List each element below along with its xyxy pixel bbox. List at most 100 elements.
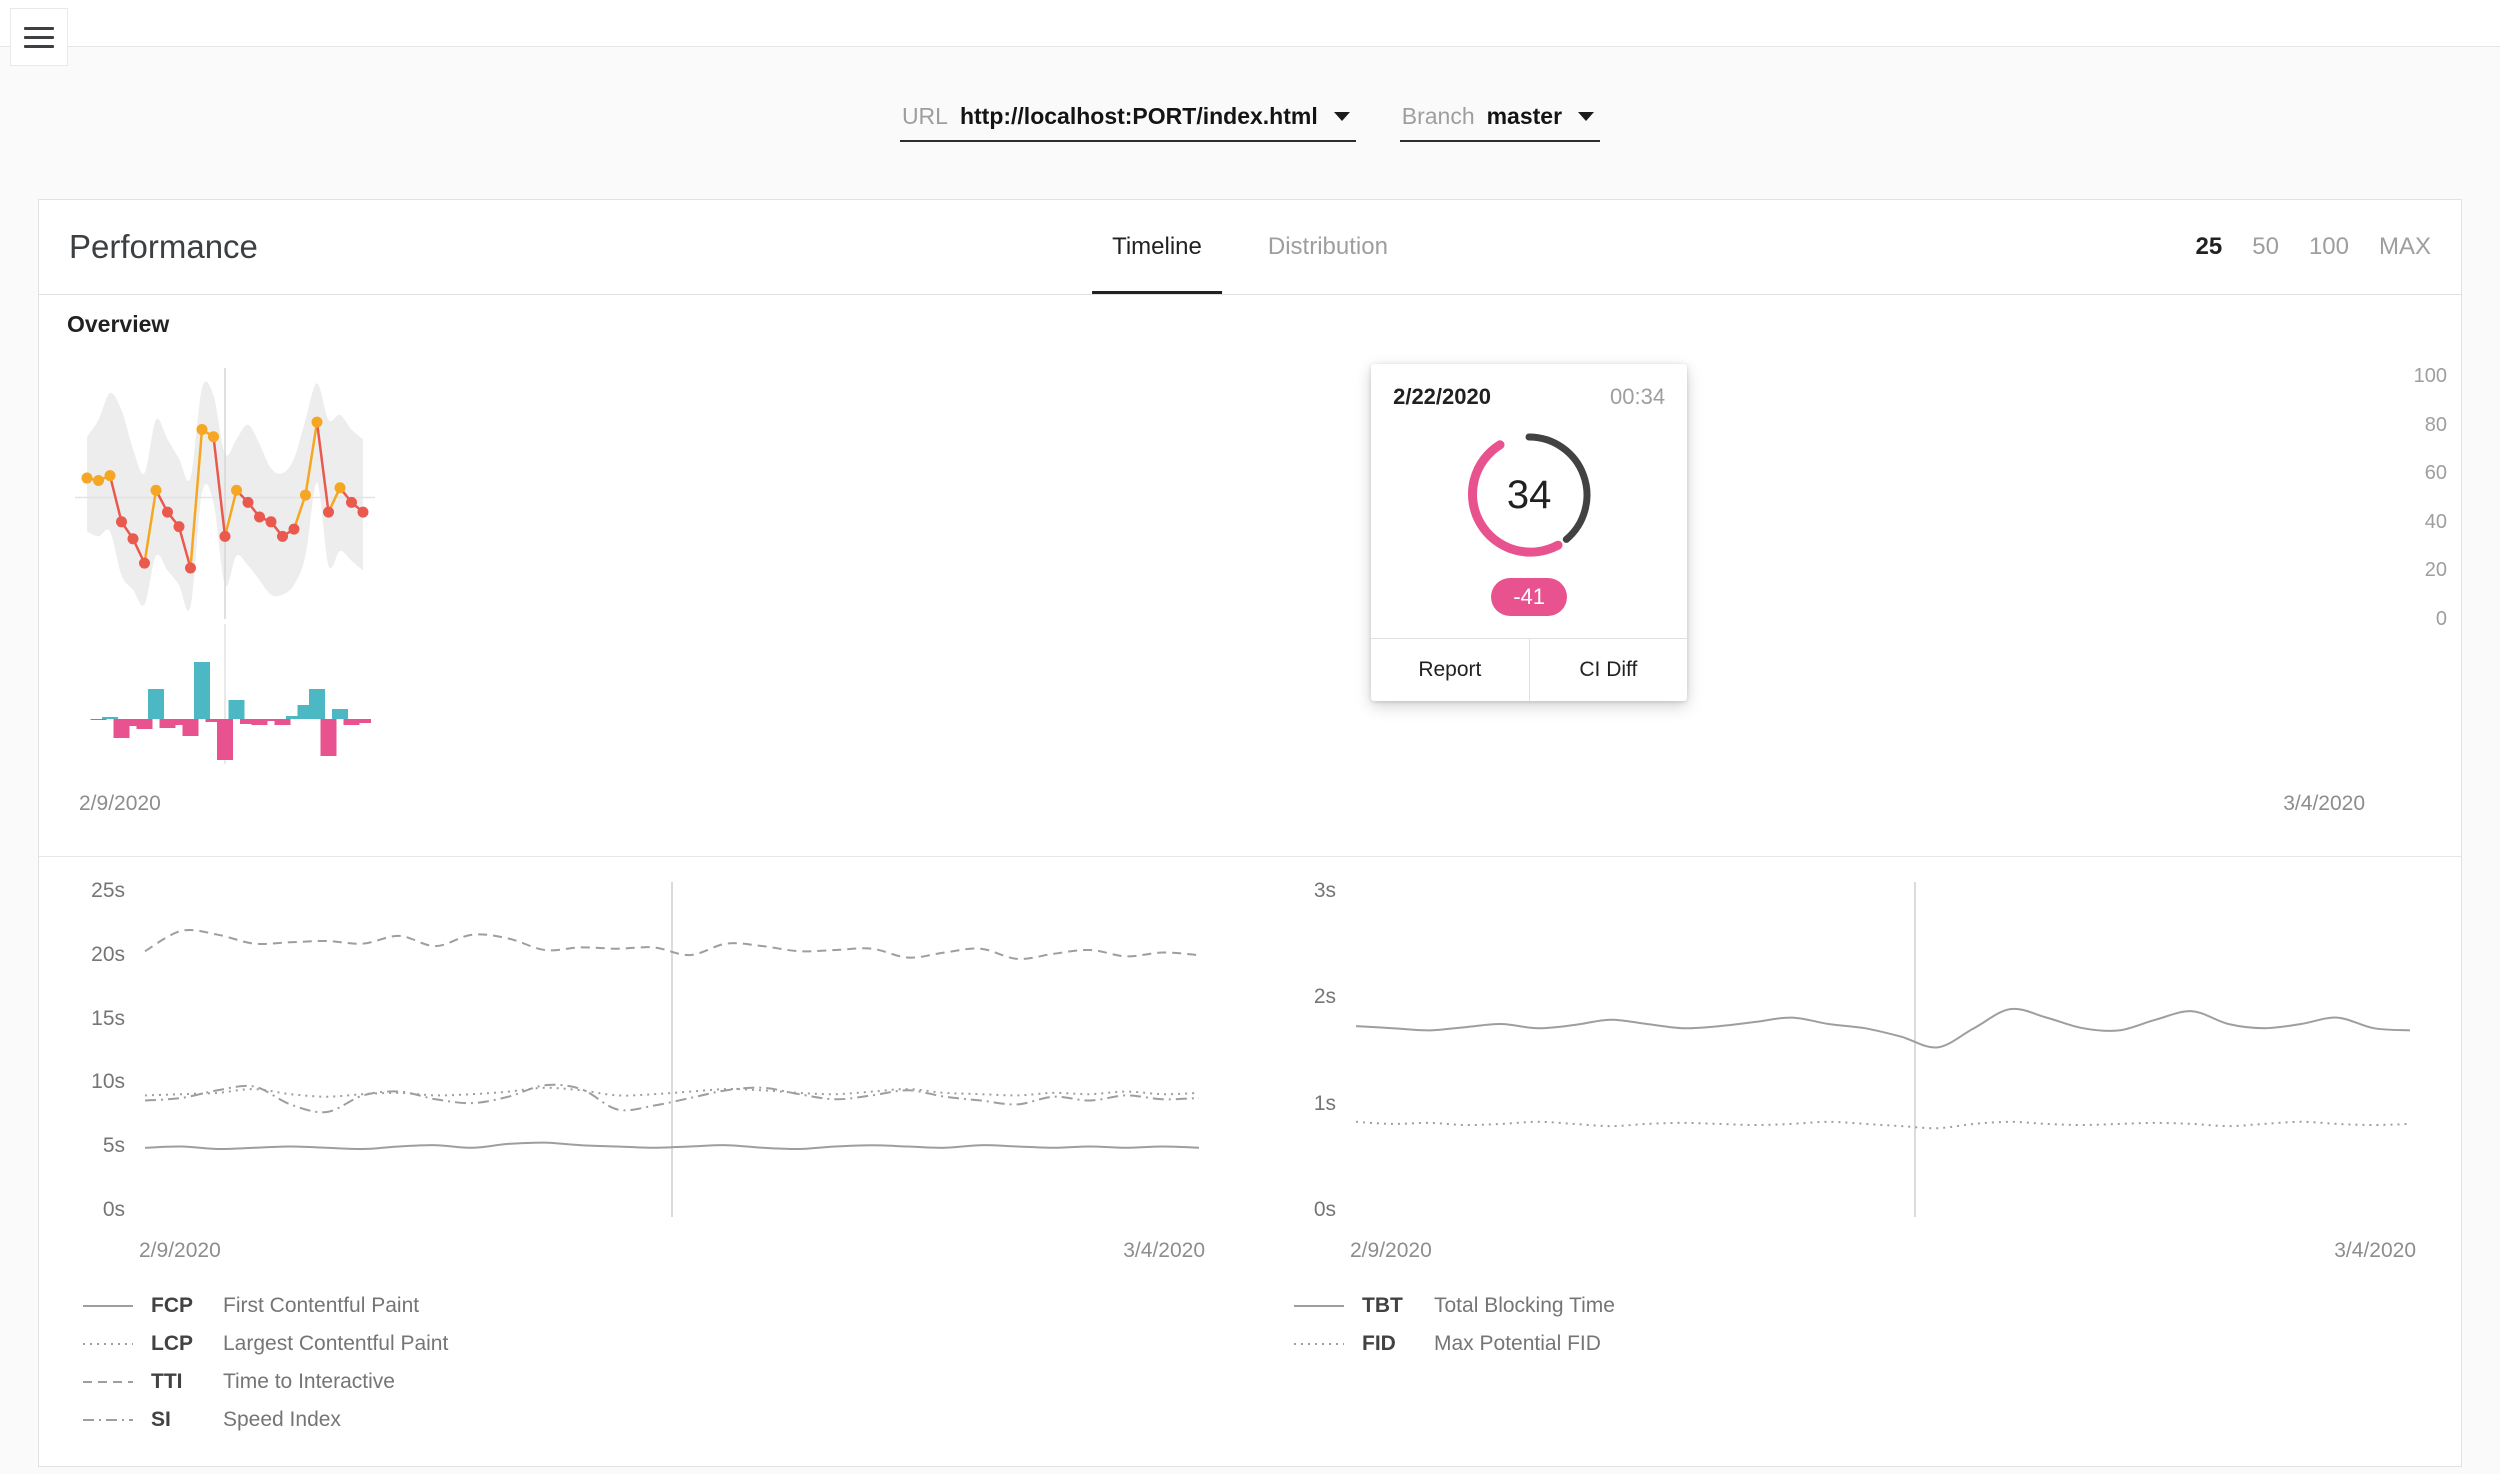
y-tick-25s: 25s	[91, 879, 125, 902]
y-tick-20: 20	[2424, 559, 2447, 582]
load-metrics-x-axis: 2/9/2020 3/4/2020	[139, 1239, 1205, 1263]
legend-label: Speed Index	[223, 1408, 341, 1431]
overview-chart: 100 80 60 40 20 0 2/9/2020 3/4/2020 2/22/2020…	[39, 344, 2461, 856]
blocking-metrics-legend: TBT Total Blocking Time FID Max Potential F…	[1294, 1287, 2416, 1363]
legend-code: FCP	[151, 1294, 193, 1317]
y-tick-60: 60	[2424, 462, 2447, 485]
branch-selector[interactable]: Branch master	[1399, 103, 1601, 142]
y-tick-20s: 20s	[91, 942, 125, 966]
range-option-50[interactable]: 50	[2252, 233, 2279, 260]
legend-item-lcp: LCP Largest Contentful Paint	[83, 1325, 1205, 1363]
score-trend-chart[interactable]	[75, 364, 375, 619]
topbar	[0, 0, 2500, 66]
score-y-axis: 100 80 60 40 20 0	[2389, 364, 2455, 630]
overview-x-axis: 2/9/2020 3/4/2020	[79, 792, 2365, 816]
performance-card: Performance Timeline Distribution 25 50 100…	[38, 199, 2462, 1467]
legend-item-si: SI Speed Index	[83, 1401, 1205, 1439]
branch-value: master	[1486, 103, 1563, 129]
blocking-metrics-block: 3s 2s 1s 0s 2/9/2020 3/4/2020 TBT Total Bloc…	[1250, 879, 2461, 1439]
tabs: Timeline Distribution	[1092, 200, 1408, 294]
start-date-label: 2/9/2020	[79, 792, 161, 815]
metrics-section: 25s 20s 15s 10s 5s 0s 2/9/2020 3/4/2020 FCP Fi…	[39, 856, 2461, 1439]
branch-label: Branch	[1401, 103, 1475, 129]
series-fcp	[144, 1141, 1200, 1151]
legend-label: Max Potential FID	[1434, 1332, 1601, 1355]
legend-label: Time to Interactive	[223, 1370, 395, 1393]
y-tick-0s: 0s	[1313, 1198, 1336, 1221]
tooltip-time: 00:34	[1610, 384, 1666, 409]
y-tick-3s: 3s	[1313, 879, 1336, 902]
legend-line-sample-dashed	[83, 1381, 133, 1383]
legend-code: TBT	[1362, 1294, 1403, 1317]
legend-code: TTI	[151, 1370, 183, 1393]
range-options: 25 50 100 MAX	[2196, 233, 2431, 261]
load-metrics-block: 25s 20s 15s 10s 5s 0s 2/9/2020 3/4/2020 FCP Fi…	[39, 879, 1250, 1439]
legend-item-fcp: FCP First Contentful Paint	[83, 1287, 1205, 1325]
score-diff-bars-chart[interactable]	[75, 624, 375, 784]
start-date-label: 2/9/2020	[1350, 1239, 1432, 1262]
load-metrics-chart[interactable]	[139, 882, 1205, 1217]
y-tick-1s: 1s	[1313, 1091, 1336, 1115]
legend-code: LCP	[151, 1332, 193, 1355]
selector-row: URL http://localhost:PORT/index.html Bra…	[0, 47, 2500, 167]
overview-title: Overview	[67, 311, 170, 337]
end-date-label: 3/4/2020	[2334, 1239, 2416, 1262]
y-tick-2s: 2s	[1313, 985, 1336, 1009]
hamburger-icon	[24, 26, 54, 48]
overview-section: Overview 100 80 60 40 20 0 2/9/2020 3/4/2020 …	[39, 311, 2461, 856]
load-metrics-y-axis: 25s 20s 15s 10s 5s 0s	[69, 879, 139, 1221]
chevron-down-icon	[1578, 112, 1595, 121]
tooltip-date: 2/22/2020	[1393, 384, 1491, 409]
y-tick-0s: 0s	[102, 1198, 125, 1221]
legend-item-fid: FID Max Potential FID	[1294, 1325, 2416, 1363]
series-tbt	[1355, 1007, 2411, 1049]
legend-label: First Contentful Paint	[223, 1294, 420, 1317]
y-tick-40: 40	[2424, 510, 2447, 533]
y-tick-100: 100	[2413, 365, 2447, 387]
tooltip-actions: Report CI Diff	[1371, 638, 1688, 701]
url-label: URL	[901, 103, 948, 129]
y-tick-0: 0	[2435, 608, 2447, 630]
legend-line-sample-dotted	[1294, 1343, 1344, 1345]
page-title: Performance	[69, 228, 258, 265]
menu-button[interactable]	[10, 8, 68, 66]
legend-label: Largest Contentful Paint	[223, 1332, 449, 1355]
range-option-100[interactable]: 100	[2308, 233, 2349, 260]
legend-label: Total Blocking Time	[1434, 1294, 1615, 1317]
url-value: http://localhost:PORT/index.html	[959, 103, 1318, 129]
legend-item-tti: TTI Time to Interactive	[83, 1363, 1205, 1401]
y-tick-10s: 10s	[91, 1070, 125, 1094]
gauge-score-value: 34	[1506, 472, 1552, 517]
end-date-label: 3/4/2020	[1123, 1239, 1205, 1262]
tab-timeline[interactable]: Timeline	[1092, 200, 1222, 294]
series-fid	[1355, 1120, 2411, 1130]
url-selector[interactable]: URL http://localhost:PORT/index.html	[899, 103, 1356, 142]
tab-distribution[interactable]: Distribution	[1267, 233, 1388, 260]
legend-line-sample-solid	[83, 1305, 133, 1307]
blocking-metrics-x-axis: 2/9/2020 3/4/2020	[1350, 1239, 2416, 1263]
legend-code: FID	[1362, 1332, 1396, 1355]
y-tick-80: 80	[2424, 413, 2447, 436]
range-option-25[interactable]: 25	[2195, 233, 2223, 260]
legend-code: SI	[151, 1408, 171, 1431]
end-date-label: 3/4/2020	[2283, 792, 2365, 815]
y-tick-15s: 15s	[91, 1006, 125, 1030]
score-gauge: 34	[1454, 420, 1604, 570]
series-si	[144, 1083, 1200, 1114]
tooltip-card: 2/22/2020 00:34 34 -41 Report CI Diff	[1371, 364, 1688, 701]
legend-line-sample-dashdot	[83, 1419, 133, 1421]
legend-line-sample-dotted	[83, 1343, 133, 1345]
range-option-max[interactable]: MAX	[2378, 233, 2431, 260]
y-tick-5s: 5s	[102, 1134, 125, 1158]
report-button[interactable]: Report	[1371, 639, 1530, 701]
blocking-metrics-y-axis: 3s 2s 1s 0s	[1280, 879, 1350, 1221]
legend-item-tbt: TBT Total Blocking Time	[1294, 1287, 2416, 1325]
ci-diff-button[interactable]: CI Diff	[1530, 639, 1688, 701]
chevron-down-icon	[1333, 112, 1350, 121]
score-delta-badge: -41	[1491, 578, 1567, 616]
card-header: Performance Timeline Distribution 25 50 100…	[39, 200, 2461, 295]
blocking-metrics-chart[interactable]	[1350, 882, 2416, 1217]
tooltip-header: 2/22/2020 00:34	[1371, 364, 1687, 418]
legend-line-sample-solid	[1294, 1305, 1344, 1307]
start-date-label: 2/9/2020	[139, 1239, 221, 1262]
